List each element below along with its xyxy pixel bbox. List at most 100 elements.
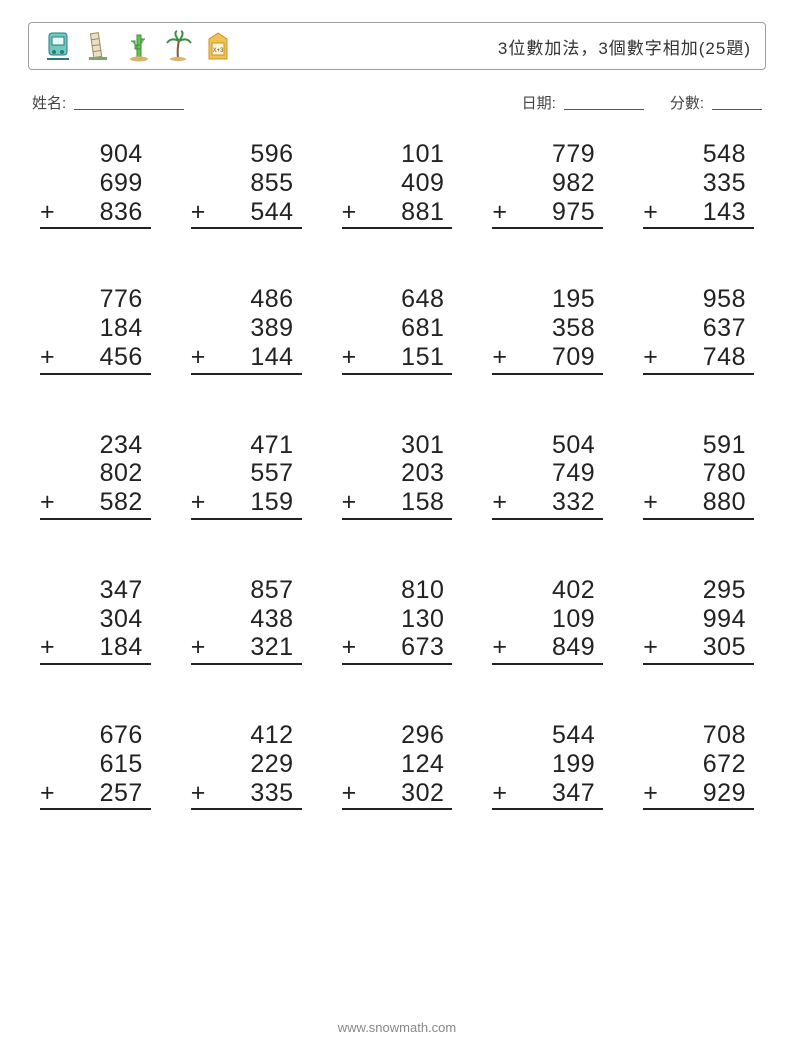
addend-3: 456 xyxy=(56,343,143,372)
addend-2: 438 xyxy=(207,605,294,634)
addend-1: 486 xyxy=(207,285,294,314)
operator: + xyxy=(40,198,56,227)
operator: + xyxy=(40,779,56,808)
addend-3: 673 xyxy=(358,633,445,662)
addend-1: 347 xyxy=(56,576,143,605)
addend-3: 184 xyxy=(56,633,143,662)
addend-2: 358 xyxy=(508,314,595,343)
operator: + xyxy=(492,633,508,662)
problem: 648681+151 xyxy=(342,285,453,374)
addend-2: 389 xyxy=(207,314,294,343)
problem: 101409+881 xyxy=(342,140,453,229)
addend-1: 295 xyxy=(659,576,746,605)
problem: 857438+321 xyxy=(191,576,302,665)
addend-2: 802 xyxy=(56,459,143,488)
operator: + xyxy=(643,633,659,662)
addend-1: 301 xyxy=(358,431,445,460)
operator: + xyxy=(643,343,659,372)
operator: + xyxy=(492,198,508,227)
addend-1: 708 xyxy=(659,721,746,750)
addend-3: 975 xyxy=(508,198,595,227)
addend-1: 857 xyxy=(207,576,294,605)
worksheet-title: 3位數加法，3個數字相加(25題) xyxy=(498,34,751,59)
addend-1: 676 xyxy=(56,721,143,750)
book-icon: X+3 xyxy=(203,29,233,63)
addend-3: 158 xyxy=(358,488,445,517)
addend-1: 810 xyxy=(358,576,445,605)
addend-2: 304 xyxy=(56,605,143,634)
addend-2: 557 xyxy=(207,459,294,488)
addend-3: 335 xyxy=(207,779,294,808)
addend-3: 347 xyxy=(508,779,595,808)
problem: 347304+184 xyxy=(40,576,151,665)
addend-1: 904 xyxy=(56,140,143,169)
addend-2: 184 xyxy=(56,314,143,343)
addend-2: 699 xyxy=(56,169,143,198)
addend-3: 321 xyxy=(207,633,294,662)
tower-icon xyxy=(83,29,113,63)
problem: 544199+347 xyxy=(492,721,603,810)
operator: + xyxy=(492,779,508,808)
footer-text: www.snowmath.com xyxy=(0,1020,794,1035)
addend-3: 143 xyxy=(659,198,746,227)
name-field: 姓名: xyxy=(32,92,184,116)
problem: 471557+159 xyxy=(191,431,302,520)
operator: + xyxy=(342,198,358,227)
operator: + xyxy=(40,488,56,517)
addend-2: 229 xyxy=(207,750,294,779)
operator: + xyxy=(492,343,508,372)
operator: + xyxy=(40,343,56,372)
problem: 958637+748 xyxy=(643,285,754,374)
addend-1: 504 xyxy=(508,431,595,460)
addend-2: 749 xyxy=(508,459,595,488)
addend-3: 257 xyxy=(56,779,143,808)
addend-2: 409 xyxy=(358,169,445,198)
operator: + xyxy=(342,633,358,662)
operator: + xyxy=(492,488,508,517)
addend-3: 151 xyxy=(358,343,445,372)
operator: + xyxy=(40,633,56,662)
addend-2: 780 xyxy=(659,459,746,488)
addend-1: 402 xyxy=(508,576,595,605)
problem: 486389+144 xyxy=(191,285,302,374)
addend-3: 305 xyxy=(659,633,746,662)
palm-icon xyxy=(163,29,193,63)
addend-2: 124 xyxy=(358,750,445,779)
tram-icon xyxy=(43,29,73,63)
addend-1: 471 xyxy=(207,431,294,460)
addend-2: 637 xyxy=(659,314,746,343)
operator: + xyxy=(643,779,659,808)
problem: 776184+456 xyxy=(40,285,151,374)
addend-3: 544 xyxy=(207,198,294,227)
problems-grid: 904699+836596855+544101409+881779982+975… xyxy=(40,140,754,810)
addend-3: 836 xyxy=(56,198,143,227)
operator: + xyxy=(342,488,358,517)
addend-1: 596 xyxy=(207,140,294,169)
addend-2: 994 xyxy=(659,605,746,634)
addend-2: 109 xyxy=(508,605,595,634)
addend-1: 776 xyxy=(56,285,143,314)
addend-3: 881 xyxy=(358,198,445,227)
addend-3: 748 xyxy=(659,343,746,372)
problem: 301203+158 xyxy=(342,431,453,520)
cactus-icon xyxy=(123,29,153,63)
problem: 195358+709 xyxy=(492,285,603,374)
operator: + xyxy=(191,343,207,372)
addend-3: 159 xyxy=(207,488,294,517)
addend-3: 880 xyxy=(659,488,746,517)
score-label: 分數: xyxy=(670,92,704,116)
problem: 295994+305 xyxy=(643,576,754,665)
addend-1: 958 xyxy=(659,285,746,314)
addend-1: 779 xyxy=(508,140,595,169)
problem: 548335+143 xyxy=(643,140,754,229)
name-label: 姓名: xyxy=(32,92,66,116)
operator: + xyxy=(191,779,207,808)
addend-2: 982 xyxy=(508,169,595,198)
operator: + xyxy=(191,198,207,227)
addend-1: 101 xyxy=(358,140,445,169)
addend-3: 302 xyxy=(358,779,445,808)
addend-2: 130 xyxy=(358,605,445,634)
score-blank xyxy=(712,92,762,110)
name-blank xyxy=(74,92,184,110)
addend-3: 144 xyxy=(207,343,294,372)
